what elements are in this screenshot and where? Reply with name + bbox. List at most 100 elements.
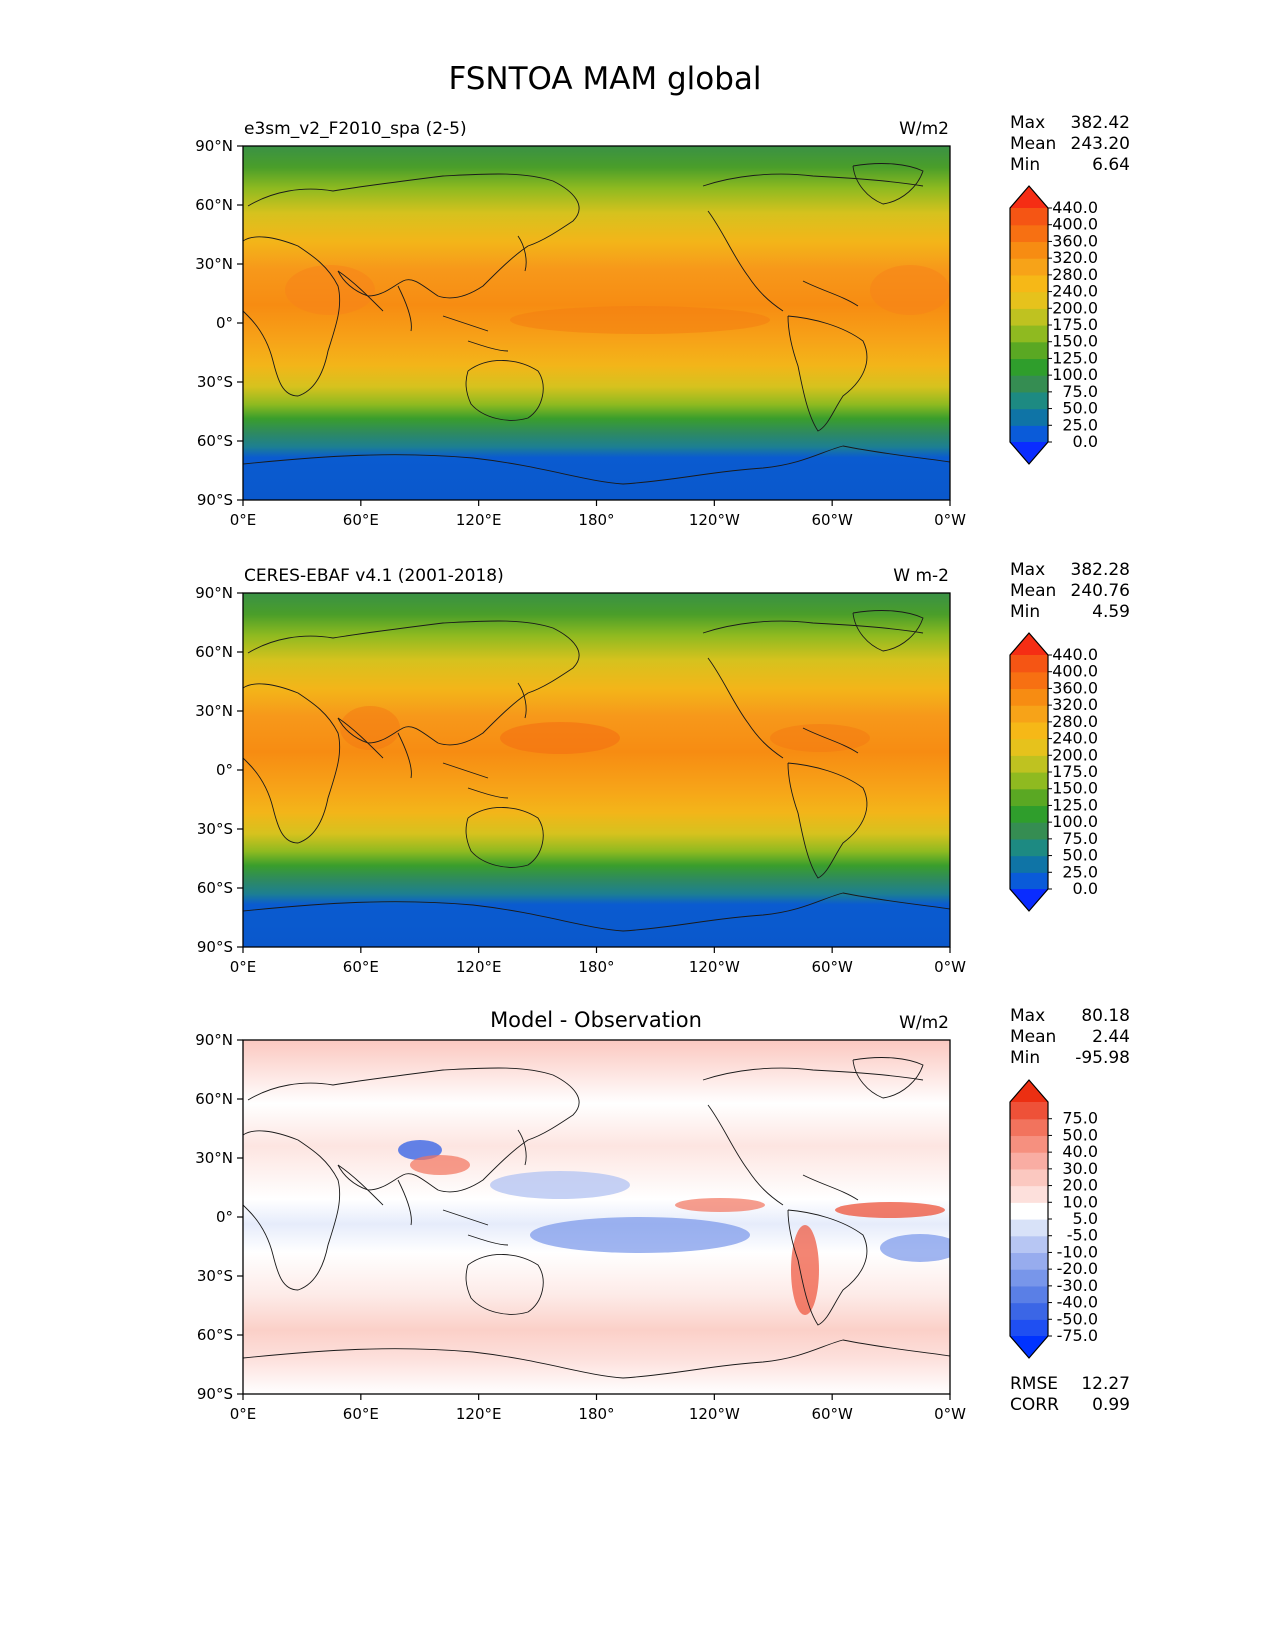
panel-1-xtick-label: 60°W — [811, 511, 853, 529]
colorbar-segment — [1010, 738, 1048, 756]
panel-3-max-value: 80.18 — [1081, 1006, 1130, 1026]
colorbar-label: 320.0 — [1052, 248, 1098, 267]
colorbar-label: 5.0 — [1073, 1209, 1098, 1228]
colorbar-label: 360.0 — [1052, 678, 1098, 697]
colorbar-label: 50.0 — [1062, 399, 1098, 418]
colorbar-segment — [1010, 688, 1048, 706]
colorbar-segment — [1010, 341, 1048, 360]
panel-3-ytick-label: 30°S — [197, 1267, 233, 1285]
colorbar-label: 240.0 — [1052, 729, 1098, 748]
panel-3-xtick-label: 60°W — [811, 1405, 853, 1423]
colorbar-segment — [1010, 1118, 1048, 1137]
panel-2-xtick-label: 120°E — [456, 958, 502, 976]
colorbar-segment — [1010, 1219, 1048, 1237]
colorbar-label: 400.0 — [1052, 215, 1098, 234]
panel-1-ytick-label: 0° — [216, 314, 233, 332]
panel-3-xtick-label: 0°E — [230, 1405, 257, 1423]
colorbar-segment — [1010, 1102, 1048, 1120]
colorbar-segment — [1010, 788, 1048, 807]
colorbar-label: 25.0 — [1062, 415, 1098, 434]
colorbar-label: 75.0 — [1062, 1109, 1098, 1128]
panel-3-rmse-value: 12.27 — [1081, 1374, 1130, 1394]
panel-1-mean-label: Mean — [1010, 134, 1056, 154]
colorbar-segment — [1010, 375, 1048, 393]
panel-3-ytick-label: 60°S — [197, 1326, 233, 1344]
colorbar-segment — [1010, 208, 1048, 226]
panel-1-ytick-label: 90°S — [197, 491, 233, 509]
colorbar-segment — [1010, 425, 1048, 443]
colorbar-label: 175.0 — [1052, 762, 1098, 781]
colorbar-label: 30.0 — [1062, 1159, 1098, 1178]
panel-2-ytick-label: 30°S — [197, 820, 233, 838]
panel-3-xtick-label: 120°E — [456, 1405, 502, 1423]
panel-2-xtick-label: 60°W — [811, 958, 853, 976]
panel-2-left-title: CERES-EBAF v4.1 (2001-2018) — [244, 566, 504, 586]
colorbar-label: -75.0 — [1057, 1326, 1098, 1345]
colorbar-segment — [1010, 391, 1048, 410]
colorbar-segment — [1010, 1152, 1048, 1170]
colorbar-label: -5.0 — [1067, 1226, 1098, 1245]
colorbar-segment — [1010, 805, 1048, 823]
colorbar-segment — [1010, 1269, 1048, 1287]
colorbar-label: 0.0 — [1073, 879, 1098, 898]
panel-2-xtick-label: 60°E — [343, 958, 379, 976]
colorbar-label: 200.0 — [1052, 745, 1098, 764]
panel-3-xtick-label: 0°W — [934, 1405, 966, 1423]
colorbar-label: 150.0 — [1052, 779, 1098, 798]
panel-3-min-label: Min — [1010, 1048, 1040, 1068]
panel-2-ytick-label: 0° — [216, 761, 233, 779]
panel-3-map — [243, 1040, 950, 1394]
panel-1-colorbar: 0.025.050.075.0100.0125.0150.0175.0200.0… — [1009, 185, 1098, 465]
panel-2-ytick-label: 90°S — [197, 938, 233, 956]
colorbar-label: -20.0 — [1057, 1259, 1098, 1278]
colorbar-label: 40.0 — [1062, 1142, 1098, 1161]
colorbar-label: 400.0 — [1052, 662, 1098, 681]
panel-2-ytick-label: 60°N — [195, 643, 233, 661]
panel-1-max-label: Max — [1010, 113, 1045, 133]
panel-2-ytick-label: 60°S — [197, 879, 233, 897]
panel-1: e3sm_v2_F2010_spa (2-5) W/m2 0°E 60°E 120°… — [195, 113, 1130, 529]
colorbar-label: 240.0 — [1052, 282, 1098, 301]
panel-3-xtick-label: 60°E — [343, 1405, 379, 1423]
panel-1-ytick-label: 30°N — [195, 255, 233, 273]
colorbar-segment — [1010, 1202, 1048, 1220]
panel-2-ytick-label: 90°N — [195, 584, 233, 602]
colorbar-extend-min — [1010, 442, 1048, 464]
colorbar-segment — [1010, 838, 1048, 857]
colorbar-label: 280.0 — [1052, 712, 1098, 731]
panel-3-colorbar: -75.0-50.0-40.0-30.0-20.0-10.0-5.05.010.… — [1009, 1079, 1098, 1359]
colorbar-label: 100.0 — [1052, 365, 1098, 384]
colorbar-label: 280.0 — [1052, 265, 1098, 284]
panel-1-max-value: 382.42 — [1071, 113, 1130, 133]
panel-2-xtick-label: 0°W — [934, 958, 966, 976]
colorbar-label: 440.0 — [1052, 645, 1098, 664]
colorbar-label: 75.0 — [1062, 382, 1098, 401]
colorbar-segment — [1010, 224, 1048, 243]
panel-2-units: W m-2 — [893, 566, 949, 586]
panel-1-ytick-label: 60°N — [195, 196, 233, 214]
colorbar-label: 50.0 — [1062, 846, 1098, 865]
colorbar-segment — [1010, 855, 1048, 873]
panel-3-ytick-label: 0° — [216, 1208, 233, 1226]
panel-1-xtick-label: 120°W — [689, 511, 740, 529]
colorbar-extend-max — [1010, 1080, 1048, 1102]
colorbar-segment — [1010, 1319, 1048, 1337]
colorbar-segment — [1010, 258, 1048, 276]
panel-3-corr-value: 0.99 — [1092, 1395, 1130, 1415]
colorbar-segment — [1010, 822, 1048, 840]
colorbar-label: 175.0 — [1052, 315, 1098, 334]
panel-1-xtick-label: 180° — [578, 511, 614, 529]
colorbar-label: -50.0 — [1057, 1309, 1098, 1328]
panel-1-ytick-label: 90°N — [195, 137, 233, 155]
panel-1-min-label: Min — [1010, 155, 1040, 175]
colorbar-segment — [1010, 308, 1048, 326]
panel-2-xtick-label: 180° — [578, 958, 614, 976]
colorbar-segment — [1010, 1168, 1048, 1187]
colorbar-extend-min — [1010, 1336, 1048, 1358]
colorbar-label: -40.0 — [1057, 1293, 1098, 1312]
colorbar-segment — [1010, 772, 1048, 790]
colorbar-segment — [1010, 358, 1048, 376]
colorbar-segment — [1010, 291, 1048, 309]
panel-2-colorbar: 0.025.050.075.0100.0125.0150.0175.0200.0… — [1009, 632, 1098, 912]
